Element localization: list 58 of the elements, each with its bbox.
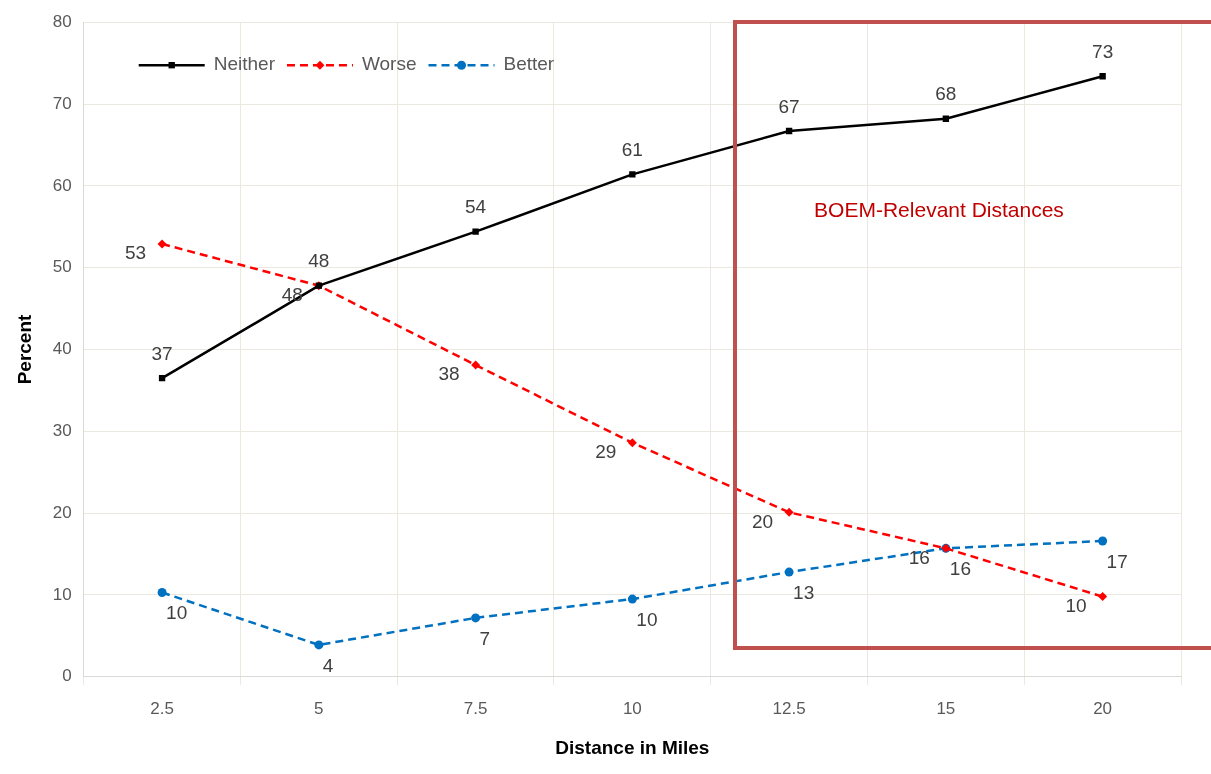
- data-label: 13: [793, 581, 815, 603]
- data-label: 67: [778, 95, 800, 117]
- x-tick-label: 20: [1093, 698, 1113, 718]
- point: [1099, 73, 1106, 80]
- data-label: 73: [1092, 40, 1114, 62]
- legend-label: Neither: [213, 53, 276, 75]
- point: [1098, 536, 1108, 546]
- point: [627, 438, 637, 448]
- x-tick-label: 5: [314, 698, 324, 718]
- y-tick-label: 80: [52, 11, 72, 31]
- point: [1098, 592, 1108, 602]
- point: [157, 239, 167, 249]
- y-tick-label: 20: [52, 502, 72, 522]
- y-tick-label: 10: [52, 584, 72, 604]
- y-tick-label: 40: [52, 339, 72, 359]
- point: [471, 613, 481, 623]
- data-label: 10: [636, 608, 658, 630]
- x-tick-label: 12.5: [772, 698, 806, 718]
- x-tick-label: 2.5: [150, 698, 174, 718]
- x-axis-title: Distance in Miles: [555, 736, 710, 758]
- x-tick-label: 15: [936, 698, 956, 718]
- point: [471, 360, 481, 370]
- data-label: 7: [479, 627, 491, 649]
- data-label: 37: [151, 342, 173, 364]
- y-axis-title: Percent: [13, 313, 35, 385]
- data-label: 48: [308, 250, 330, 272]
- point: [472, 228, 479, 235]
- y-tick-label: 30: [52, 421, 72, 441]
- data-label: 53: [124, 242, 147, 264]
- data-label: 48: [281, 283, 303, 305]
- x-tick-label: 7.5: [463, 698, 488, 718]
- x-tick-label: 10: [622, 698, 642, 718]
- y-tick-label: 70: [52, 93, 72, 113]
- point: [784, 567, 794, 577]
- data-label: 54: [465, 196, 487, 218]
- data-label: 20: [751, 510, 774, 532]
- point: [942, 115, 950, 122]
- y-tick-label: 0: [62, 666, 72, 686]
- legend-label: Worse: [361, 53, 417, 75]
- point: [784, 507, 794, 517]
- data-label: 68: [935, 83, 957, 105]
- point: [314, 640, 324, 650]
- data-label: 10: [1065, 594, 1087, 616]
- data-label: 10: [166, 602, 188, 624]
- data-label: 38: [438, 363, 460, 385]
- data-label: 29: [595, 441, 617, 463]
- legend-label: Better: [503, 53, 555, 75]
- data-label: 61: [621, 139, 643, 161]
- data-label: 4: [322, 654, 334, 676]
- y-tick-label: 50: [52, 257, 72, 277]
- point: [629, 171, 636, 178]
- y-tick-label: 60: [52, 175, 72, 195]
- point: [157, 588, 167, 598]
- data-label: 16: [949, 558, 972, 580]
- point: [627, 594, 637, 604]
- annotation: BOEM-Relevant Distances: [814, 198, 1064, 223]
- data-label: 16: [908, 546, 930, 568]
- data-label: 17: [1106, 550, 1128, 572]
